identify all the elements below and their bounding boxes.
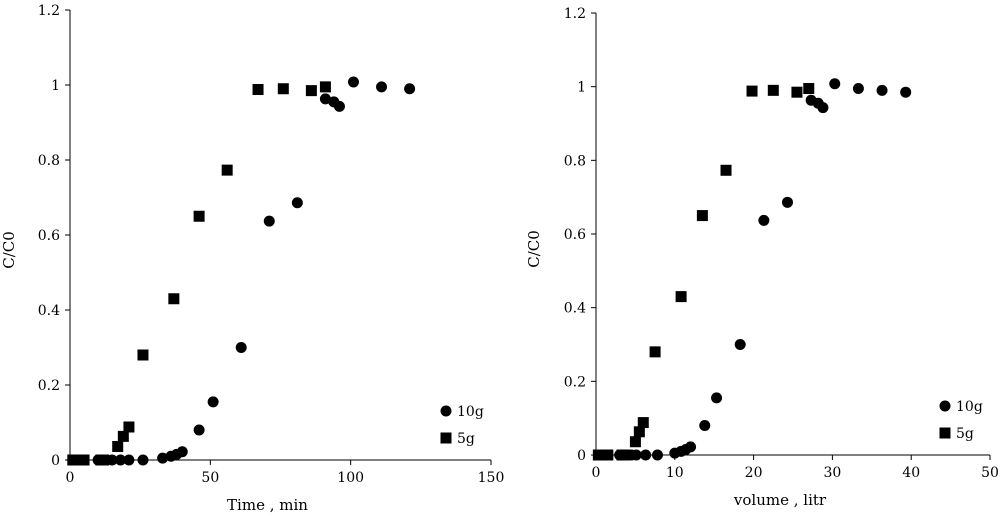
right-point-5g: [696, 210, 708, 222]
left-y-tick-label: 0.2: [38, 378, 60, 394]
left-point-10g: [333, 100, 345, 112]
right-point-10g: [900, 86, 912, 98]
left-point-5g: [221, 164, 233, 176]
right-y-tick-label: 1.2: [564, 6, 586, 22]
right-y-tick-label: 0.8: [564, 153, 586, 169]
right-point-10g: [699, 420, 711, 432]
right-point-5g: [803, 83, 815, 95]
left-point-5g: [117, 430, 129, 442]
right-point-5g: [637, 417, 649, 429]
right-point-10g: [734, 339, 746, 350]
right-y-tick-label: 0.6: [564, 227, 586, 243]
right-y-tick-label: 0.2: [564, 374, 586, 390]
right-point-5g: [602, 449, 614, 461]
left-legend-marker-10g: [440, 405, 452, 417]
left-x-tick-label: 150: [478, 470, 505, 486]
left-point-10g: [376, 81, 388, 93]
left-point-5g: [305, 85, 317, 97]
right-point-10g: [852, 83, 864, 95]
left-point-10g: [263, 215, 275, 227]
left-point-10g: [137, 454, 149, 466]
right-point-10g: [817, 102, 829, 114]
right-point-10g: [829, 78, 841, 90]
right-point-10g: [640, 449, 652, 461]
right-legend-marker-10g: [939, 400, 951, 412]
left-point-10g: [123, 454, 135, 466]
right-point-10g: [758, 214, 770, 226]
left-legend-label-10g: 10g: [457, 404, 484, 420]
right-point-10g: [711, 392, 723, 404]
right-point-10g: [781, 196, 793, 208]
left-point-5g: [78, 454, 90, 466]
right-point-5g: [649, 346, 661, 358]
left-point-10g: [347, 76, 359, 88]
left-x-axis-label: Time , min: [227, 496, 308, 514]
right-x-tick-label: 0: [592, 465, 601, 481]
right-point-5g: [618, 449, 630, 461]
right-legend-label-10g: 10g: [956, 399, 983, 415]
left-point-5g: [168, 293, 180, 305]
left-point-5g: [252, 84, 264, 95]
right-chart: 0 0.2 0.4 0.6 0.8 1 1.2 0 10 20 30 40 50 volume , lit…: [525, 6, 999, 509]
right-x-tick-label: 20: [745, 465, 763, 481]
right-point-5g: [675, 291, 687, 303]
left-point-5g: [137, 349, 149, 361]
left-y-tick-label: 1.2: [38, 3, 60, 19]
right-legend-label-5g: 5g: [956, 426, 974, 442]
left-y-tick-label: 1: [51, 78, 60, 94]
right-point-10g: [876, 84, 888, 96]
right-point-5g: [791, 86, 803, 98]
right-x-tick-label: 40: [902, 465, 920, 481]
left-point-10g: [291, 197, 303, 209]
left-point-5g: [98, 454, 110, 466]
right-point-5g: [746, 85, 758, 97]
left-chart: 0 0.2 0.4 0.6 0.8 1 1.2 0 50 100 150 Time , min C/C0…: [0, 3, 504, 514]
left-point-10g: [404, 83, 416, 95]
left-point-10g: [235, 342, 247, 353]
right-x-tick-label: 10: [666, 465, 684, 481]
left-point-10g: [176, 446, 188, 458]
right-y-tick-label: 1: [577, 80, 586, 96]
right-point-5g: [629, 436, 641, 448]
left-x-tick-label: 100: [337, 470, 364, 486]
right-point-5g: [633, 426, 645, 438]
right-legend-marker-5g: [939, 427, 951, 439]
left-y-tick-label: 0.8: [38, 153, 60, 169]
left-point-5g: [67, 454, 79, 466]
left-point-10g: [157, 452, 169, 464]
left-point-5g: [72, 454, 84, 466]
right-y-axis-label: C/C0: [525, 230, 543, 268]
right-x-tick-label: 50: [981, 465, 999, 481]
left-x-tick-label: 0: [66, 470, 75, 486]
right-y-tick-label: 0.4: [564, 301, 586, 317]
left-legend-marker-5g: [440, 432, 452, 444]
left-point-10g: [115, 454, 127, 466]
left-point-10g: [106, 454, 118, 466]
left-y-tick-label: 0: [51, 453, 60, 469]
right-point-10g: [685, 441, 697, 453]
left-point-5g: [193, 210, 205, 222]
left-point-5g: [277, 83, 289, 95]
right-point-5g: [720, 164, 732, 176]
right-x-axis-label: volume , litr: [733, 491, 827, 509]
left-point-10g: [319, 93, 331, 105]
left-y-tick-label: 0.6: [38, 228, 60, 244]
right-point-10g: [651, 449, 663, 461]
right-y-tick-label: 0: [577, 448, 586, 464]
left-x-tick-label: 50: [201, 470, 219, 486]
left-y-axis-label: C/C0: [0, 231, 18, 269]
left-point-5g: [123, 421, 135, 433]
right-point-10g: [630, 449, 642, 461]
left-point-10g: [207, 396, 219, 408]
left-point-10g: [193, 424, 205, 436]
right-point-5g: [767, 84, 779, 96]
left-legend-label-5g: 5g: [457, 431, 475, 447]
left-y-tick-label: 0.4: [38, 303, 60, 319]
right-x-tick-label: 30: [823, 465, 841, 481]
left-point-5g: [112, 441, 124, 452]
left-point-5g: [319, 81, 331, 93]
